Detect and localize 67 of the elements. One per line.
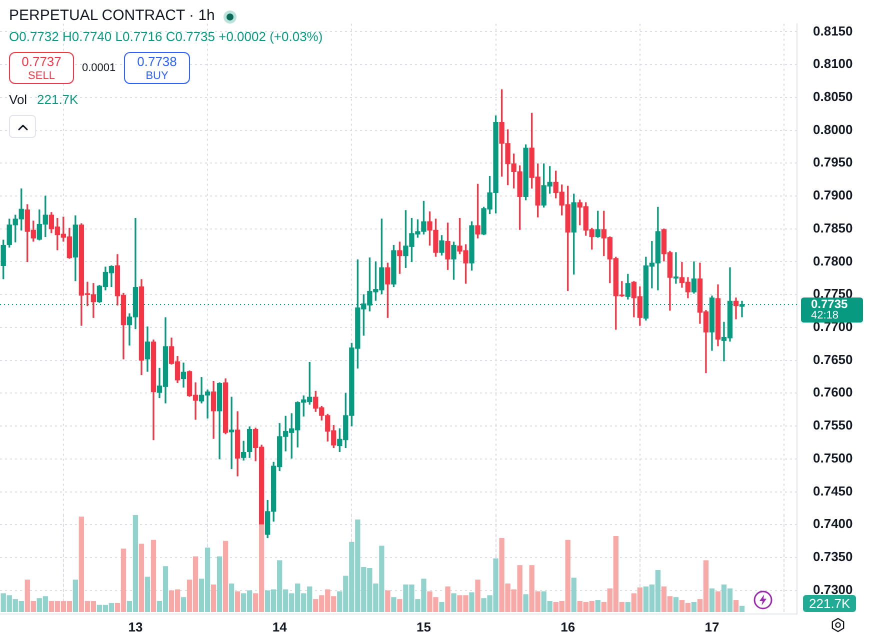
ref-line-label: 0.7735 (811, 296, 848, 311)
y-tick-label: 0.7450 (813, 483, 853, 498)
annotation: SELL (28, 70, 55, 83)
bar (715, 591, 721, 612)
button[interactable]: 0.7738 BUY (124, 52, 190, 84)
bar (210, 584, 216, 612)
bar (385, 590, 390, 612)
x-tick-label: 13 (128, 619, 143, 634)
bar (150, 540, 156, 612)
text: 221.7K (809, 595, 850, 612)
annotation: 0.7737 (22, 54, 62, 70)
bar (180, 597, 186, 612)
bar (571, 578, 576, 612)
bar (451, 593, 456, 612)
y-tick-label: 0.7900 (813, 188, 853, 203)
y-tick-label: 0.8100 (813, 56, 853, 72)
y-tick-label: 0.7850 (813, 220, 853, 236)
collapse-button[interactable] (9, 115, 36, 138)
bar (216, 556, 222, 612)
y-tick-label: 0.7400 (813, 516, 853, 532)
bar (673, 597, 679, 612)
button[interactable]: 0.7737 SELL (9, 52, 74, 84)
y-tick-label: 0.8000 (813, 122, 853, 137)
bar (234, 591, 240, 612)
bar (595, 600, 600, 612)
bar (397, 599, 402, 612)
bar (144, 576, 150, 612)
bar (709, 588, 715, 612)
x-tick-label: 14 (272, 619, 288, 634)
annotation: 0.0001 (82, 62, 116, 75)
bar (72, 580, 78, 612)
bar (733, 600, 739, 612)
candlestick (228, 396, 234, 470)
bar (222, 540, 228, 612)
bar (475, 580, 480, 612)
bar (469, 592, 474, 612)
annotation: 221.7K (37, 92, 78, 108)
x-tick-label: 16 (560, 619, 576, 634)
y-tick-label: 0.7550 (813, 418, 853, 433)
bar (523, 594, 528, 612)
text: 42:18 (811, 309, 839, 322)
y-tick-label: 0.8050 (813, 88, 853, 104)
y-tick-label: 0.7950 (813, 154, 853, 170)
bar (739, 606, 745, 612)
y-tick-label: 0.8150 (813, 23, 853, 38)
bar (138, 544, 144, 612)
bar (691, 602, 697, 612)
bar (228, 584, 234, 612)
bar (625, 602, 630, 612)
annotation: BUY (146, 70, 168, 83)
chart-title: Vol (9, 92, 28, 108)
y-tick-label: 0.7650 (813, 352, 853, 367)
y-tick-label: 0.7300 (813, 582, 853, 597)
x-tick-label: 15 (416, 619, 431, 634)
candlestick (733, 298, 739, 320)
x-tick-label: 17 (704, 619, 720, 634)
bar (439, 602, 444, 612)
annotation: O0.7732 H0.7740 L0.7716 C0.7735 +0.0002 (+0.03%) (9, 29, 323, 45)
annotation: 0.7738 (137, 54, 177, 70)
candlestick (673, 252, 679, 284)
bar (391, 597, 396, 612)
bar (445, 586, 450, 612)
y-tick-label: 0.7800 (813, 253, 853, 268)
chart-title: PERPETUAL CONTRACT · 1h (9, 7, 215, 24)
y-tick-label: 0.7600 (813, 384, 853, 400)
y-tick-label: 0.7350 (813, 549, 853, 564)
y-tick-label: 0.7500 (813, 450, 853, 466)
